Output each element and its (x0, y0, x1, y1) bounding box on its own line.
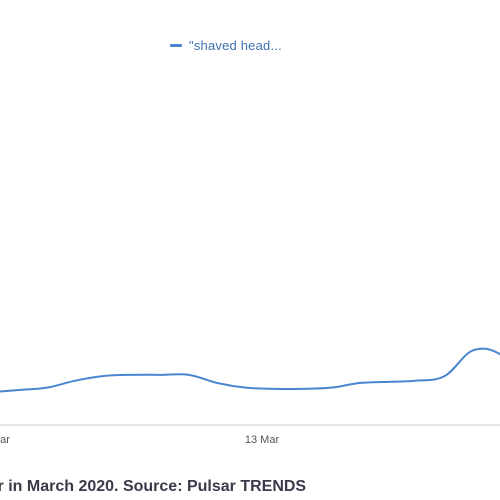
data-point[interactable] (158, 372, 164, 378)
data-point[interactable] (186, 372, 192, 378)
x-axis-ticks: Mar 13 Mar (0, 434, 279, 446)
legend[interactable]: "shaved head... (170, 36, 282, 54)
data-point[interactable] (413, 378, 419, 384)
data-point[interactable] (442, 373, 448, 379)
data-point[interactable] (300, 386, 306, 392)
legend-swatch (170, 43, 182, 47)
series-line-shaved-head[interactable] (0, 347, 500, 393)
data-point[interactable] (72, 378, 78, 384)
legend-label: "shaved head... (189, 37, 282, 53)
data-point[interactable] (271, 386, 277, 392)
data-point[interactable] (470, 347, 476, 353)
x-tick-label: 13 Mar (245, 434, 280, 446)
data-point[interactable] (214, 380, 220, 386)
chart-caption: tter in March 2020. Source: Pulsar TREND… (0, 478, 307, 495)
data-point[interactable] (356, 380, 362, 386)
data-point[interactable] (385, 379, 391, 385)
data-point[interactable] (101, 373, 107, 379)
data-point[interactable] (44, 385, 50, 391)
data-point[interactable] (15, 387, 21, 393)
x-tick-label: Mar (0, 434, 10, 446)
data-point[interactable] (328, 385, 334, 391)
data-point[interactable] (243, 385, 249, 391)
data-point[interactable] (129, 372, 135, 378)
